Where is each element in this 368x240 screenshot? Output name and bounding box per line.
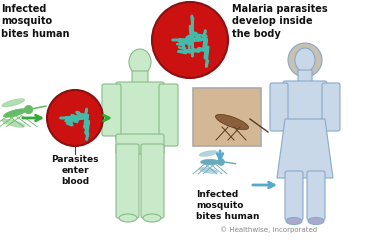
Ellipse shape bbox=[216, 114, 248, 130]
FancyBboxPatch shape bbox=[116, 82, 164, 141]
Circle shape bbox=[288, 43, 322, 77]
FancyBboxPatch shape bbox=[307, 171, 325, 220]
Text: © Healthwise, Incorporated: © Healthwise, Incorporated bbox=[220, 226, 317, 233]
Ellipse shape bbox=[119, 214, 137, 222]
Circle shape bbox=[152, 2, 228, 78]
Ellipse shape bbox=[295, 48, 315, 72]
Ellipse shape bbox=[308, 217, 324, 224]
Circle shape bbox=[217, 159, 224, 165]
Circle shape bbox=[47, 90, 103, 146]
FancyBboxPatch shape bbox=[285, 171, 303, 220]
Text: Malaria parasites
develop inside
the body: Malaria parasites develop inside the bod… bbox=[232, 4, 328, 39]
Ellipse shape bbox=[3, 109, 26, 117]
FancyBboxPatch shape bbox=[141, 144, 164, 218]
Polygon shape bbox=[277, 119, 333, 178]
Ellipse shape bbox=[201, 159, 219, 165]
FancyBboxPatch shape bbox=[159, 84, 178, 146]
Ellipse shape bbox=[199, 150, 217, 156]
FancyBboxPatch shape bbox=[298, 70, 312, 84]
Text: Infected
mosquito
bites human: Infected mosquito bites human bbox=[1, 4, 70, 39]
Ellipse shape bbox=[286, 217, 302, 224]
Ellipse shape bbox=[2, 99, 25, 107]
FancyBboxPatch shape bbox=[270, 83, 288, 131]
Text: Infected
mosquito
bites human: Infected mosquito bites human bbox=[196, 190, 259, 221]
FancyBboxPatch shape bbox=[132, 71, 148, 85]
FancyBboxPatch shape bbox=[193, 88, 261, 146]
Ellipse shape bbox=[129, 49, 151, 75]
FancyBboxPatch shape bbox=[283, 81, 327, 121]
Circle shape bbox=[24, 105, 33, 114]
Ellipse shape bbox=[199, 168, 217, 174]
FancyBboxPatch shape bbox=[322, 83, 340, 131]
FancyBboxPatch shape bbox=[116, 134, 164, 154]
Text: Parasites
enter
blood: Parasites enter blood bbox=[51, 155, 99, 186]
FancyBboxPatch shape bbox=[102, 84, 121, 136]
FancyBboxPatch shape bbox=[116, 144, 139, 218]
Ellipse shape bbox=[2, 119, 25, 127]
Ellipse shape bbox=[143, 214, 161, 222]
